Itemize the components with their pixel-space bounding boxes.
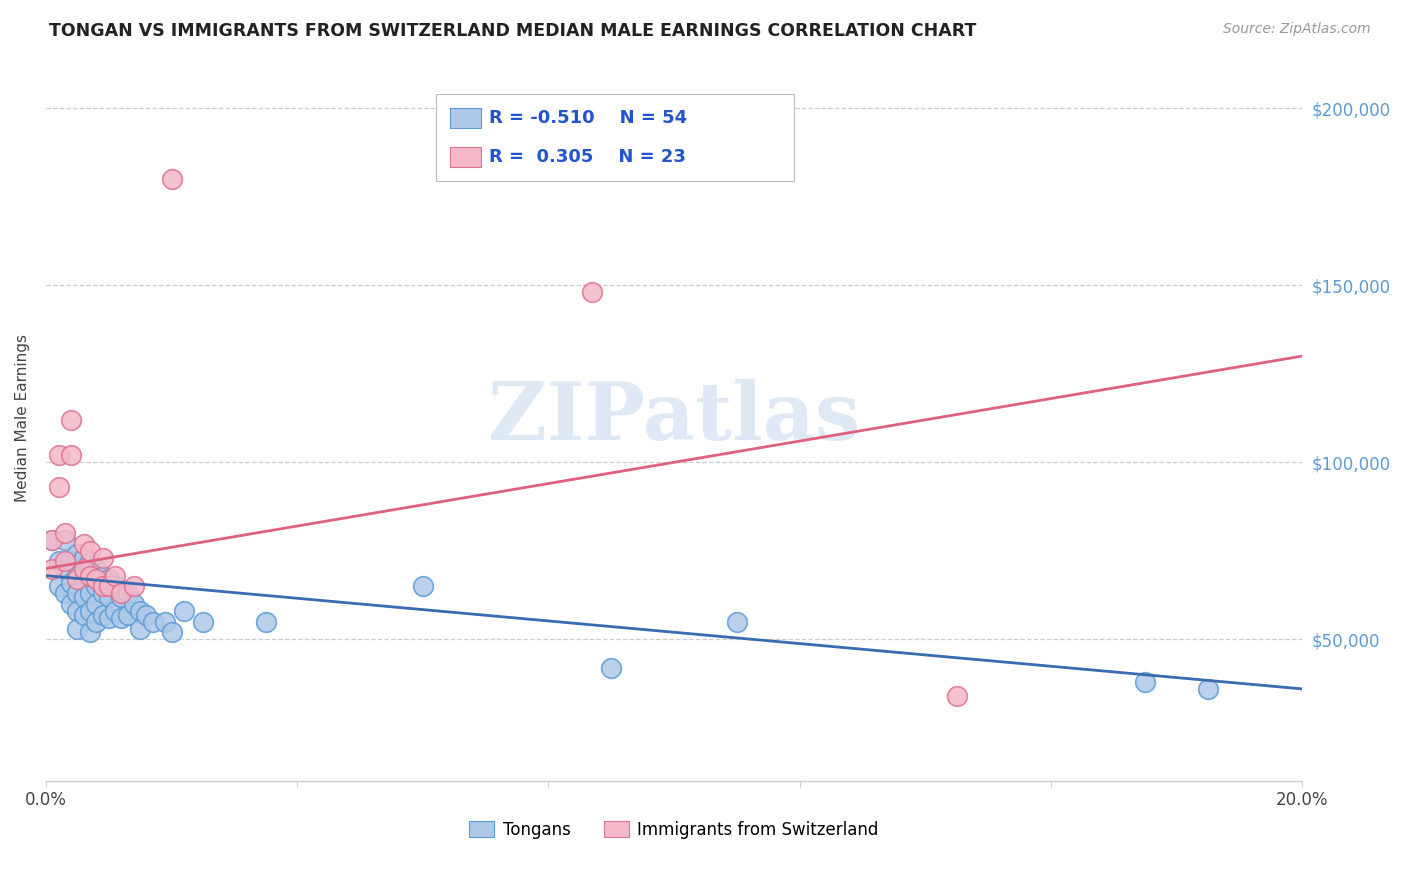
Point: [53, 586, 76, 600]
Point: [66, 572, 89, 586]
Point: [945, 689, 967, 703]
Point: [53, 533, 76, 548]
Text: R = -0.510    N = 54: R = -0.510 N = 54: [489, 109, 688, 127]
Point: [66, 568, 89, 582]
Point: [412, 579, 434, 593]
Point: [53, 554, 76, 568]
Point: [48, 448, 70, 462]
Point: [48, 480, 70, 494]
Point: [91, 568, 114, 582]
Point: [91, 607, 114, 622]
Point: [84, 615, 107, 629]
Point: [160, 625, 183, 640]
Point: [73, 537, 96, 551]
Point: [79, 554, 101, 568]
Point: [117, 586, 139, 600]
Point: [73, 590, 96, 604]
Y-axis label: Median Male Earnings: Median Male Earnings: [15, 334, 30, 502]
Point: [155, 615, 177, 629]
Point: [79, 568, 101, 582]
Point: [66, 604, 89, 618]
Point: [97, 590, 120, 604]
Point: [725, 615, 748, 629]
Text: ZIPatlas: ZIPatlas: [488, 379, 860, 457]
Point: [110, 586, 132, 600]
Point: [79, 604, 101, 618]
Point: [110, 611, 132, 625]
Point: [160, 172, 183, 186]
Point: [41, 533, 63, 548]
Point: [142, 615, 165, 629]
Point: [91, 586, 114, 600]
Point: [173, 604, 195, 618]
Point: [84, 579, 107, 593]
Point: [97, 579, 120, 593]
Point: [129, 622, 152, 636]
Point: [41, 533, 63, 548]
Point: [110, 590, 132, 604]
Point: [122, 579, 145, 593]
Point: [84, 597, 107, 611]
Point: [79, 544, 101, 558]
Point: [104, 568, 127, 582]
Point: [104, 579, 127, 593]
Point: [97, 611, 120, 625]
Point: [66, 622, 89, 636]
Point: [97, 572, 120, 586]
Text: R =  0.305    N = 23: R = 0.305 N = 23: [489, 148, 686, 166]
Text: Source: ZipAtlas.com: Source: ZipAtlas.com: [1223, 22, 1371, 37]
Point: [73, 568, 96, 582]
Point: [48, 579, 70, 593]
Point: [60, 448, 83, 462]
Point: [135, 607, 157, 622]
Point: [60, 413, 83, 427]
Point: [600, 661, 623, 675]
Point: [60, 597, 83, 611]
Point: [79, 625, 101, 640]
Point: [79, 586, 101, 600]
Point: [60, 554, 83, 568]
Point: [129, 604, 152, 618]
Point: [53, 561, 76, 575]
Point: [91, 579, 114, 593]
Point: [104, 604, 127, 618]
Point: [66, 586, 89, 600]
Point: [254, 615, 277, 629]
Point: [73, 561, 96, 575]
Point: [41, 561, 63, 575]
Point: [73, 550, 96, 565]
Point: [84, 572, 107, 586]
Point: [73, 607, 96, 622]
Point: [60, 575, 83, 590]
Legend: Tongans, Immigrants from Switzerland: Tongans, Immigrants from Switzerland: [463, 814, 886, 846]
Point: [117, 607, 139, 622]
Point: [1197, 681, 1219, 696]
Text: TONGAN VS IMMIGRANTS FROM SWITZERLAND MEDIAN MALE EARNINGS CORRELATION CHART: TONGAN VS IMMIGRANTS FROM SWITZERLAND ME…: [49, 22, 977, 40]
Point: [581, 285, 603, 300]
Point: [122, 597, 145, 611]
Point: [48, 554, 70, 568]
Point: [191, 615, 214, 629]
Point: [79, 572, 101, 586]
Point: [1133, 674, 1156, 689]
Point: [66, 547, 89, 561]
Point: [91, 550, 114, 565]
Point: [53, 526, 76, 541]
Point: [84, 561, 107, 575]
